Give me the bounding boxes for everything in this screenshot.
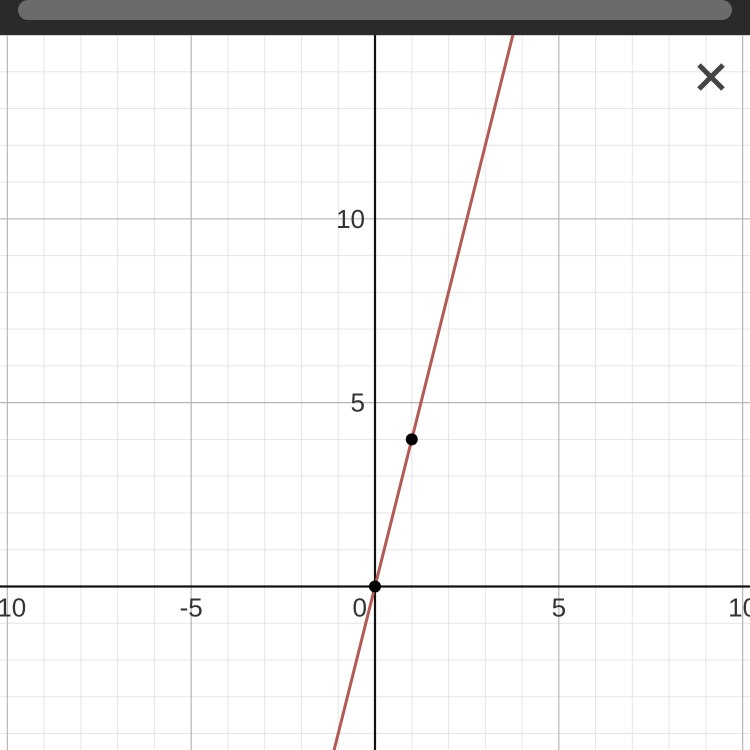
y-tick-label: 5: [351, 388, 365, 418]
x-tick-label: 0: [353, 592, 367, 622]
graph-area[interactable]: -10 -5 0 5 10 5 10: [0, 35, 750, 750]
x-tick-label: 10: [728, 592, 750, 622]
x-tick-label: -5: [180, 592, 203, 622]
x-tick-label: -10: [0, 592, 26, 622]
close-button[interactable]: [695, 61, 727, 93]
close-icon: [695, 61, 727, 93]
y-tick-label: 10: [336, 204, 365, 234]
search-pill[interactable]: [18, 0, 732, 20]
x-tick-label: 5: [552, 592, 566, 622]
top-bar: [0, 0, 750, 35]
coordinate-grid: -10 -5 0 5 10 5 10: [0, 35, 750, 750]
